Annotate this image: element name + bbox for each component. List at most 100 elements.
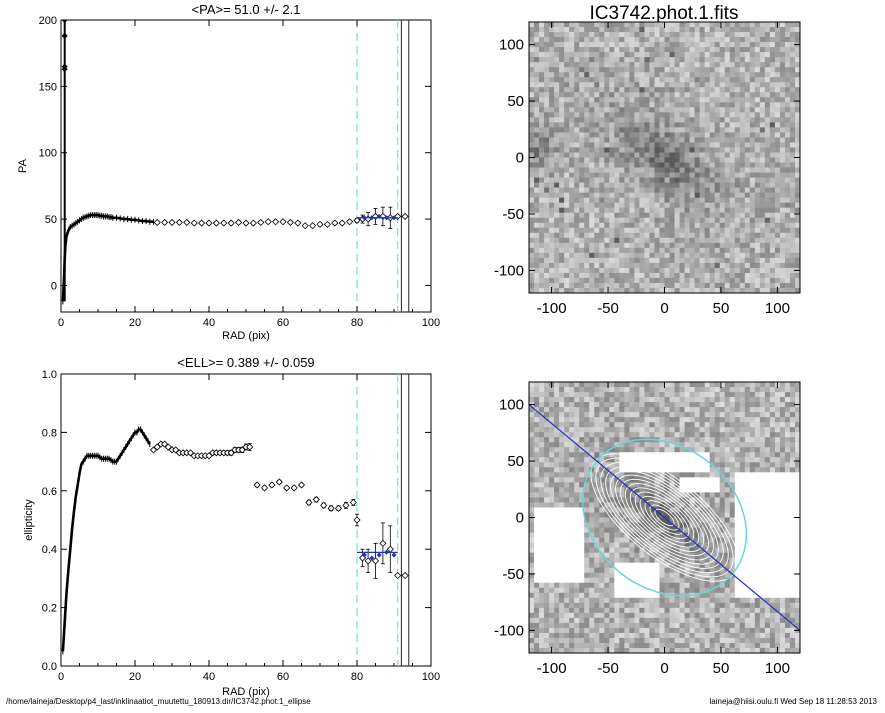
- pa-xtick-label: 60: [277, 317, 289, 329]
- image-pixel: [690, 47, 695, 52]
- image-pixel: [680, 92, 685, 97]
- image-pixel: [574, 117, 579, 122]
- image-pixel: [544, 193, 549, 198]
- image-pixel: [559, 82, 564, 87]
- image-pixel: [634, 147, 639, 152]
- model-pixel: [785, 382, 790, 387]
- image-pixel: [559, 243, 564, 248]
- image-pixel: [534, 112, 539, 117]
- image-pixel: [649, 127, 654, 132]
- image-pixel: [730, 107, 735, 112]
- image-pixel: [775, 57, 780, 62]
- image-pixel: [760, 132, 765, 137]
- model-pixel: [745, 457, 750, 462]
- model-pixel: [539, 467, 544, 472]
- model-pixel: [775, 397, 780, 402]
- image-pixel: [700, 52, 705, 57]
- image-pixel: [629, 218, 634, 223]
- model-pixel: [725, 422, 730, 427]
- model-pixel: [705, 387, 710, 392]
- image-pixel: [695, 183, 700, 188]
- image-pixel: [720, 77, 725, 82]
- model-pixel: [760, 492, 765, 497]
- model-pixel: [569, 472, 574, 477]
- image-pixel: [609, 62, 614, 67]
- image-pixel: [790, 173, 795, 178]
- image-pixel: [785, 208, 790, 213]
- model-pixel: [644, 412, 649, 417]
- image-pixel: [710, 203, 715, 208]
- image-pixel: [685, 112, 690, 117]
- image-pixel: [760, 117, 765, 122]
- image-pixel: [745, 168, 750, 173]
- image-pixel: [705, 102, 710, 107]
- image-pixel: [675, 102, 680, 107]
- image-pixel: [730, 183, 735, 188]
- model-pixel: [695, 427, 700, 432]
- model-pixel: [725, 412, 730, 417]
- image-pixel: [649, 67, 654, 72]
- image-pixel: [559, 62, 564, 67]
- image-pixel: [685, 47, 690, 52]
- model-pixel: [665, 397, 670, 402]
- image-pixel: [710, 278, 715, 283]
- model-pixel: [690, 442, 695, 447]
- image-pixel: [750, 278, 755, 283]
- image-pixel: [680, 218, 685, 223]
- image-pixel: [654, 122, 659, 127]
- model-pixel: [770, 422, 775, 427]
- image-pixel: [584, 193, 589, 198]
- model-pixel: [619, 402, 624, 407]
- model-pixel: [710, 487, 715, 492]
- image-pixel: [790, 278, 795, 283]
- model-pixel: [760, 382, 765, 387]
- image-pixel: [740, 117, 745, 122]
- image-pixel: [755, 152, 760, 157]
- image-pixel: [649, 238, 654, 243]
- model-pixel: [670, 512, 675, 517]
- image-pixel: [695, 213, 700, 218]
- image-pixel: [775, 208, 780, 213]
- image-pixel: [579, 228, 584, 233]
- model-pixel: [569, 457, 574, 462]
- model-pixel: [685, 462, 690, 467]
- image-pixel: [725, 82, 730, 87]
- image-pixel: [730, 233, 735, 238]
- image-pixel: [619, 32, 624, 37]
- image-pixel: [629, 97, 634, 102]
- image-pixel: [584, 22, 589, 27]
- image-pixel: [594, 273, 599, 278]
- image-pixel: [559, 67, 564, 72]
- model-pixel: [534, 457, 539, 462]
- image-pixel: [670, 193, 675, 198]
- image-pixel: [544, 147, 549, 152]
- image-pixel: [579, 87, 584, 92]
- image-pixel: [639, 102, 644, 107]
- image-pixel: [765, 112, 770, 117]
- image-pixel: [569, 97, 574, 102]
- image-pixel: [785, 132, 790, 137]
- image-pixel: [584, 132, 589, 137]
- image-pixel: [549, 243, 554, 248]
- image-pixel: [639, 198, 644, 203]
- image-pixel: [574, 42, 579, 47]
- image-pixel: [619, 57, 624, 62]
- image-pixel: [735, 183, 740, 188]
- model-pixel: [574, 497, 579, 502]
- image-pixel: [740, 22, 745, 27]
- image-pixel: [579, 238, 584, 243]
- image-pixel: [569, 268, 574, 273]
- image-pixel: [745, 228, 750, 233]
- image-pixel: [780, 122, 785, 127]
- model-pixel: [765, 437, 770, 442]
- model-pixel: [735, 457, 740, 462]
- image-pixel: [745, 57, 750, 62]
- image-pixel: [750, 142, 755, 147]
- model-pixel: [705, 402, 710, 407]
- image-pixel: [569, 42, 574, 47]
- image-pixel: [750, 82, 755, 87]
- model-pixel: [594, 422, 599, 427]
- image-pixel: [700, 37, 705, 42]
- model-pixel: [659, 412, 664, 417]
- model-pixel: [554, 512, 559, 517]
